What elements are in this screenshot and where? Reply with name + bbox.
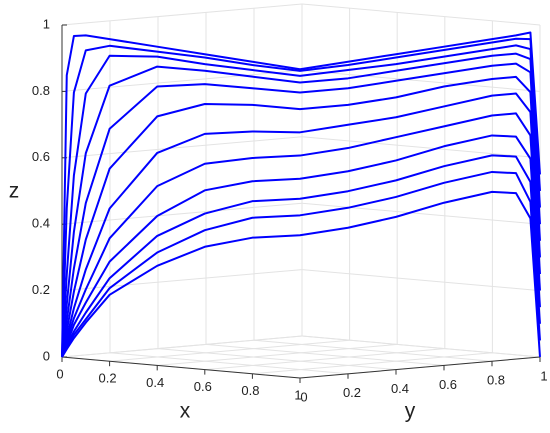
y-grid-line xyxy=(157,348,397,371)
z-grid-line xyxy=(301,202,541,225)
z-grid-line xyxy=(61,3,303,26)
y-tick-label: 0.2 xyxy=(343,385,361,400)
x-tick-label: 0.4 xyxy=(146,375,164,390)
curve xyxy=(61,134,541,358)
z-grid-line xyxy=(61,136,303,159)
y-tick-label: 0 xyxy=(300,389,307,404)
curve xyxy=(61,52,541,358)
z-grid-line xyxy=(61,269,303,292)
y-grid-line xyxy=(109,352,349,375)
y-grid-line xyxy=(253,339,493,362)
z-tick-label: 0.8 xyxy=(32,83,50,98)
x-tick-label: 0.6 xyxy=(194,379,212,394)
y-tick-label: 0.8 xyxy=(487,373,505,388)
curve xyxy=(61,190,541,358)
curve xyxy=(61,37,541,358)
curve xyxy=(61,112,541,358)
z-grid-line xyxy=(301,136,541,159)
z-grid-line xyxy=(61,202,303,225)
z-grid-line xyxy=(301,269,541,292)
x-axis-label: x xyxy=(180,400,191,423)
z-axis-label: z xyxy=(9,180,20,203)
curve xyxy=(61,44,541,358)
curve xyxy=(61,75,541,358)
curve xyxy=(61,31,541,358)
x-axis xyxy=(61,356,301,379)
z-tick-label: 0.4 xyxy=(32,216,50,231)
z-tick-label: 1 xyxy=(43,16,50,31)
x-grid-line xyxy=(204,348,445,371)
y-axis xyxy=(299,356,541,379)
curve xyxy=(61,62,541,358)
x-tick-label: 1 xyxy=(294,387,301,402)
x-tick-label: 0.2 xyxy=(99,371,117,386)
y-axis-label: y xyxy=(405,400,416,423)
x-grid-line xyxy=(61,335,303,358)
z-tick-label: 0 xyxy=(43,348,50,363)
y-tick-label: 0.6 xyxy=(439,377,457,392)
curve xyxy=(61,154,541,358)
x-grid-line xyxy=(109,339,350,362)
z-grid-line xyxy=(301,3,541,26)
y-grid-line xyxy=(205,343,445,366)
z-tick-label: 0.6 xyxy=(32,149,50,164)
x-grid-line xyxy=(252,352,493,375)
curve xyxy=(61,170,541,358)
x-tick-label: 0.8 xyxy=(241,383,259,398)
z-grid-line xyxy=(61,69,303,92)
y-tick-label: 1 xyxy=(540,368,547,383)
x-grid-line xyxy=(157,343,398,366)
curve xyxy=(61,92,541,358)
y-grid-line xyxy=(301,335,541,358)
z-grid-line xyxy=(301,69,541,92)
x-tick-label: 0 xyxy=(56,366,63,381)
z-tick-label: 0.2 xyxy=(32,282,50,297)
y-tick-label: 0.4 xyxy=(391,381,409,396)
